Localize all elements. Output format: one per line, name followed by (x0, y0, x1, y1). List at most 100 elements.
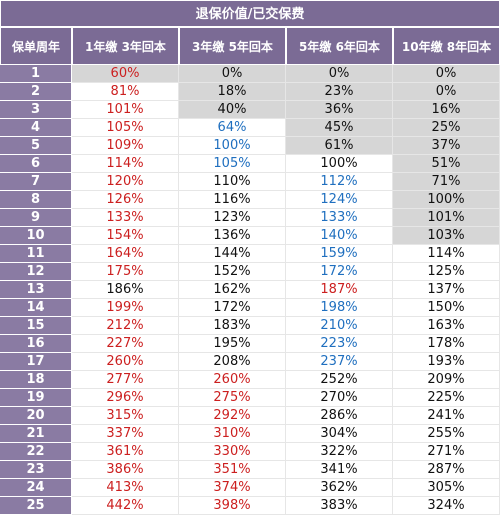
value-cell: 36% (286, 101, 393, 119)
value-cell: 305% (393, 479, 500, 497)
value-cell: 140% (286, 227, 393, 245)
policy-year-cell: 20 (0, 407, 72, 425)
table-row: 10 154% 136% 140% 103% (0, 227, 500, 245)
value-cell: 241% (393, 407, 500, 425)
value-cell: 442% (72, 497, 179, 515)
value-cell: 172% (179, 299, 286, 317)
value-cell: 150% (393, 299, 500, 317)
table-row: 20 315% 292% 286% 241% (0, 407, 500, 425)
value-cell: 100% (179, 137, 286, 155)
policy-year-cell: 17 (0, 353, 72, 371)
value-cell: 277% (72, 371, 179, 389)
value-cell: 123% (179, 209, 286, 227)
value-cell: 45% (286, 119, 393, 137)
table-row: 5 109% 100% 61% 37% (0, 137, 500, 155)
value-cell: 260% (72, 353, 179, 371)
policy-year-cell: 18 (0, 371, 72, 389)
value-cell: 110% (179, 173, 286, 191)
value-cell: 81% (72, 83, 179, 101)
value-cell: 223% (286, 335, 393, 353)
table-row: 4 105% 64% 45% 25% (0, 119, 500, 137)
value-cell: 227% (72, 335, 179, 353)
value-cell: 152% (179, 263, 286, 281)
value-cell: 255% (393, 425, 500, 443)
policy-year-cell: 24 (0, 479, 72, 497)
value-cell: 137% (393, 281, 500, 299)
value-cell: 351% (179, 461, 286, 479)
value-cell: 109% (72, 137, 179, 155)
table-row: 18 277% 260% 252% 209% (0, 371, 500, 389)
value-cell: 163% (393, 317, 500, 335)
policy-year-cell: 14 (0, 299, 72, 317)
value-cell: 413% (72, 479, 179, 497)
table-row: 12 175% 152% 172% 125% (0, 263, 500, 281)
table-row: 22 361% 330% 322% 271% (0, 443, 500, 461)
value-cell: 322% (286, 443, 393, 461)
table-header-row: 保单周年 1年缴 3年回本 3年缴 5年回本 5年缴 6年回本 10年缴 8年回… (0, 27, 500, 65)
table-row: 16 227% 195% 223% 178% (0, 335, 500, 353)
table-title: 退保价值/已交保费 (0, 0, 500, 27)
value-cell: 198% (286, 299, 393, 317)
policy-year-cell: 12 (0, 263, 72, 281)
value-cell: 164% (72, 245, 179, 263)
policy-year-cell: 11 (0, 245, 72, 263)
value-cell: 154% (72, 227, 179, 245)
value-cell: 144% (179, 245, 286, 263)
value-cell: 0% (393, 83, 500, 101)
value-cell: 133% (72, 209, 179, 227)
value-cell: 237% (286, 353, 393, 371)
value-cell: 126% (72, 191, 179, 209)
value-cell: 296% (72, 389, 179, 407)
value-cell: 270% (286, 389, 393, 407)
value-cell: 324% (393, 497, 500, 515)
value-cell: 172% (286, 263, 393, 281)
value-cell: 183% (179, 317, 286, 335)
value-cell: 212% (72, 317, 179, 335)
policy-year-cell: 10 (0, 227, 72, 245)
value-cell: 210% (286, 317, 393, 335)
value-cell: 116% (179, 191, 286, 209)
value-cell: 37% (393, 137, 500, 155)
policy-year-cell: 6 (0, 155, 72, 173)
value-cell: 275% (179, 389, 286, 407)
policy-year-cell: 21 (0, 425, 72, 443)
value-cell: 187% (286, 281, 393, 299)
value-cell: 193% (393, 353, 500, 371)
value-cell: 114% (393, 245, 500, 263)
table-row: 9 133% 123% 133% 101% (0, 209, 500, 227)
table-row: 25 442% 398% 383% 324% (0, 497, 500, 515)
value-cell: 124% (286, 191, 393, 209)
policy-year-cell: 7 (0, 173, 72, 191)
value-cell: 337% (72, 425, 179, 443)
value-cell: 101% (72, 101, 179, 119)
value-cell: 120% (72, 173, 179, 191)
value-cell: 374% (179, 479, 286, 497)
policy-year-cell: 23 (0, 461, 72, 479)
value-cell: 100% (393, 191, 500, 209)
value-cell: 398% (179, 497, 286, 515)
value-cell: 208% (179, 353, 286, 371)
table-row: 3 101% 40% 36% 16% (0, 101, 500, 119)
value-cell: 23% (286, 83, 393, 101)
value-cell: 186% (72, 281, 179, 299)
value-cell: 292% (179, 407, 286, 425)
value-cell: 386% (72, 461, 179, 479)
value-cell: 133% (286, 209, 393, 227)
value-cell: 25% (393, 119, 500, 137)
table-row: 23 386% 351% 341% 287% (0, 461, 500, 479)
header-policy-year: 保单周年 (0, 27, 72, 65)
table-row: 7 120% 110% 112% 71% (0, 173, 500, 191)
policy-year-cell: 16 (0, 335, 72, 353)
table-row: 15 212% 183% 210% 163% (0, 317, 500, 335)
value-cell: 175% (72, 263, 179, 281)
policy-year-cell: 5 (0, 137, 72, 155)
table-row: 8 126% 116% 124% 100% (0, 191, 500, 209)
table-row: 19 296% 275% 270% 225% (0, 389, 500, 407)
value-cell: 61% (286, 137, 393, 155)
table-body: 1 60% 0% 0% 0% 2 81% 18% 23% 0% 3 101% 40% 36% 16% 4 105… (0, 65, 500, 515)
policy-year-cell: 2 (0, 83, 72, 101)
table-row: 1 60% 0% 0% 0% (0, 65, 500, 83)
value-cell: 199% (72, 299, 179, 317)
policy-year-cell: 15 (0, 317, 72, 335)
policy-year-cell: 9 (0, 209, 72, 227)
